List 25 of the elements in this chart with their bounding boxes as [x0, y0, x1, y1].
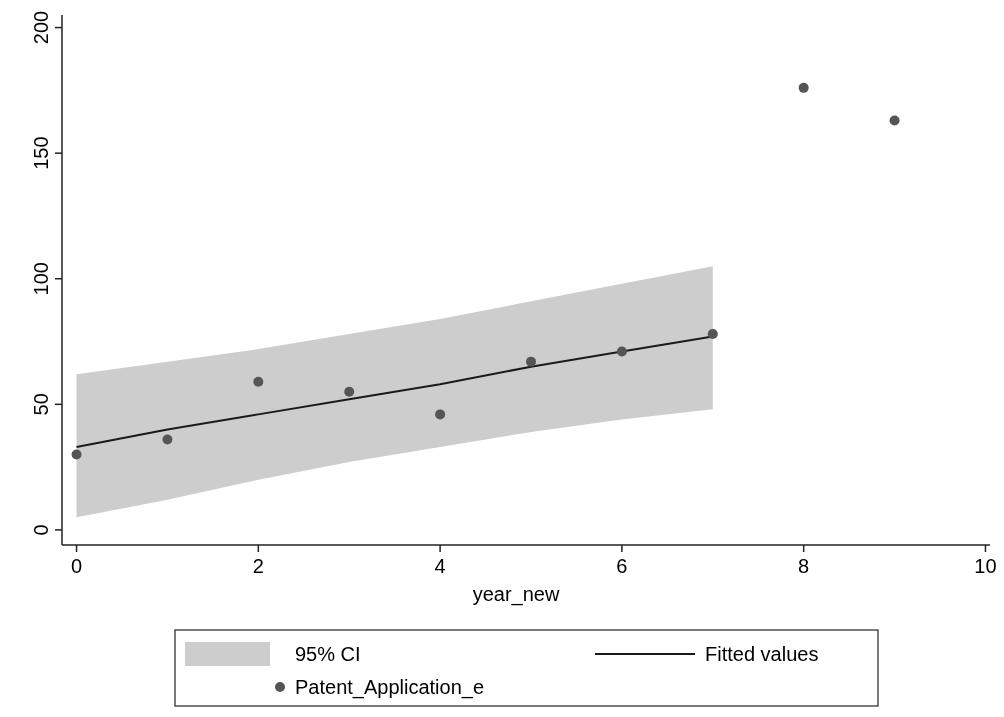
- legend-label: Fitted values: [705, 643, 819, 665]
- x-axis-title: year_new: [472, 583, 560, 606]
- point: [344, 386, 355, 397]
- legend-label: Patent_Application_e: [295, 676, 485, 699]
- point: [616, 346, 627, 357]
- point: [798, 82, 809, 93]
- x-tick-label: 0: [70, 555, 83, 577]
- x-tick-label: 4: [434, 555, 446, 577]
- text: 95% CI: [295, 643, 361, 665]
- x-tick-label: 6: [616, 555, 628, 577]
- point: [889, 115, 900, 126]
- y-tick-label: 50: [30, 393, 52, 416]
- x-tick-label: 8: [798, 555, 810, 577]
- y-tick-label: 200: [30, 10, 52, 45]
- y-tick-label: 0: [30, 524, 52, 536]
- y-tick-label: 100: [30, 262, 52, 296]
- x-tick-label: 2: [252, 555, 264, 577]
- point: [71, 449, 82, 460]
- point: [435, 409, 446, 420]
- point: [253, 376, 264, 387]
- x-tick-label: 10: [974, 555, 997, 577]
- point: [526, 356, 536, 367]
- y-tick-label: 150: [30, 136, 52, 170]
- point: [162, 434, 173, 445]
- point: [707, 329, 718, 340]
